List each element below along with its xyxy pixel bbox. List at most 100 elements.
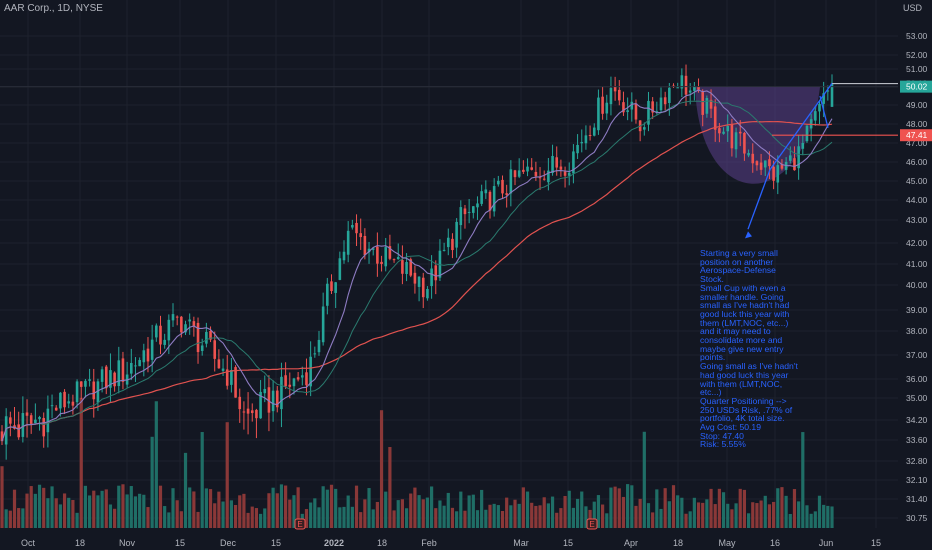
price-tag-bg	[900, 129, 932, 142]
candle-body	[772, 166, 775, 181]
volume-bar	[596, 495, 601, 528]
volume-bar	[346, 495, 350, 528]
candle-body	[184, 324, 187, 333]
volume-bar	[17, 508, 21, 528]
volume-bar	[772, 501, 776, 528]
candle-body	[159, 325, 162, 345]
candle-body	[559, 166, 563, 170]
time-axis-label: Feb	[421, 538, 437, 548]
volume-bar	[62, 493, 67, 528]
volume-bar	[33, 493, 37, 528]
candle-body	[271, 390, 275, 412]
volume-bar	[87, 495, 92, 528]
candle-body	[613, 86, 617, 92]
candle-body	[788, 155, 792, 161]
time-axis-label: Jun	[819, 538, 834, 548]
volume-bar	[104, 489, 108, 528]
volume-bar	[233, 505, 238, 528]
candle-body	[467, 211, 471, 213]
volume-bar	[384, 491, 388, 528]
candle-body	[826, 90, 830, 92]
volume-bar	[442, 505, 446, 528]
candle-body	[217, 359, 221, 369]
price-axis-label: 41.00	[906, 259, 928, 269]
volume-bar	[730, 509, 734, 528]
candle-body	[672, 85, 675, 87]
price-axis[interactable]: 53.0052.0051.0050.0049.0048.0047.0046.00…	[906, 31, 928, 523]
volume-bar	[680, 497, 684, 528]
moving-average-green	[1, 100, 833, 442]
price-tag-label: 47.41	[906, 130, 928, 140]
volume-bar	[342, 506, 346, 528]
volume-bar	[717, 488, 721, 528]
price-axis-label: 42.00	[906, 238, 928, 248]
time-axis-label: 18	[75, 538, 85, 548]
volume-bar	[688, 511, 692, 528]
candle-body	[163, 339, 166, 345]
volume-bar	[284, 485, 288, 528]
volume-bar	[509, 505, 513, 528]
volume-bar	[113, 508, 117, 528]
volume-bar	[258, 513, 263, 528]
volume-bar	[325, 489, 329, 528]
time-axis-label: Mar	[513, 538, 529, 548]
price-axis-label: 49.00	[906, 100, 928, 110]
candle-body	[29, 415, 33, 424]
time-axis-label: 2022	[324, 538, 344, 548]
candle-body	[797, 146, 800, 169]
candle-body	[509, 169, 513, 194]
candle-body	[388, 246, 392, 259]
volume-bar	[188, 487, 192, 528]
volume-bar	[826, 505, 830, 528]
time-axis-label: 15	[871, 538, 881, 548]
volume-bar	[755, 503, 759, 528]
trendline-up	[769, 83, 833, 170]
volume-bar	[417, 495, 421, 528]
price-axis-label: 43.00	[906, 215, 928, 225]
time-axis-label: 18	[673, 538, 683, 548]
candle-body	[551, 155, 554, 174]
volume-bar	[671, 485, 676, 528]
candle-body	[651, 101, 654, 113]
price-axis-label: 32.80	[906, 456, 928, 466]
volume-bar	[279, 484, 284, 528]
volume-bar	[567, 490, 571, 528]
volume-bar	[805, 505, 809, 528]
volume-bar	[217, 491, 221, 528]
volume-bar	[621, 496, 626, 528]
annotation-note[interactable]: Starting a very small position on anothe…	[700, 248, 798, 450]
volume-bar	[817, 495, 822, 528]
volume-bar	[792, 489, 797, 528]
candle-body	[59, 392, 62, 409]
candle-body	[455, 221, 458, 248]
candle-body	[580, 142, 584, 144]
candle-body	[75, 381, 79, 403]
volume-bar	[751, 502, 755, 528]
volume-bar	[338, 507, 342, 528]
volume-bar	[455, 511, 459, 528]
volume-bar	[659, 508, 663, 528]
time-axis-label: Dec	[220, 538, 237, 548]
candle-body	[634, 103, 638, 120]
volume-bar	[208, 489, 213, 528]
candle-body	[488, 191, 492, 211]
drawn-trendlines	[0, 83, 898, 239]
volume-bar	[21, 508, 25, 528]
candle-body	[363, 235, 367, 256]
candle-body	[346, 230, 350, 255]
candle-body	[513, 170, 517, 178]
volume-bar	[250, 506, 254, 528]
time-axis[interactable]: Oct 18 Nov 15 Dec 15 2022 18 Feb Mar 15 Apr 18 May 16 J…	[21, 538, 881, 548]
price-tag-label: 50.02	[906, 82, 928, 92]
volume-bar	[605, 513, 609, 528]
candle-body	[597, 97, 600, 131]
candle-body	[622, 102, 625, 113]
volume-bar	[117, 485, 121, 528]
volume-bar	[67, 497, 71, 528]
candle-body	[313, 353, 317, 355]
candle-body	[421, 277, 425, 298]
candle-body	[396, 257, 400, 260]
volume-bar	[171, 488, 175, 528]
price-tag-bg	[900, 80, 932, 93]
